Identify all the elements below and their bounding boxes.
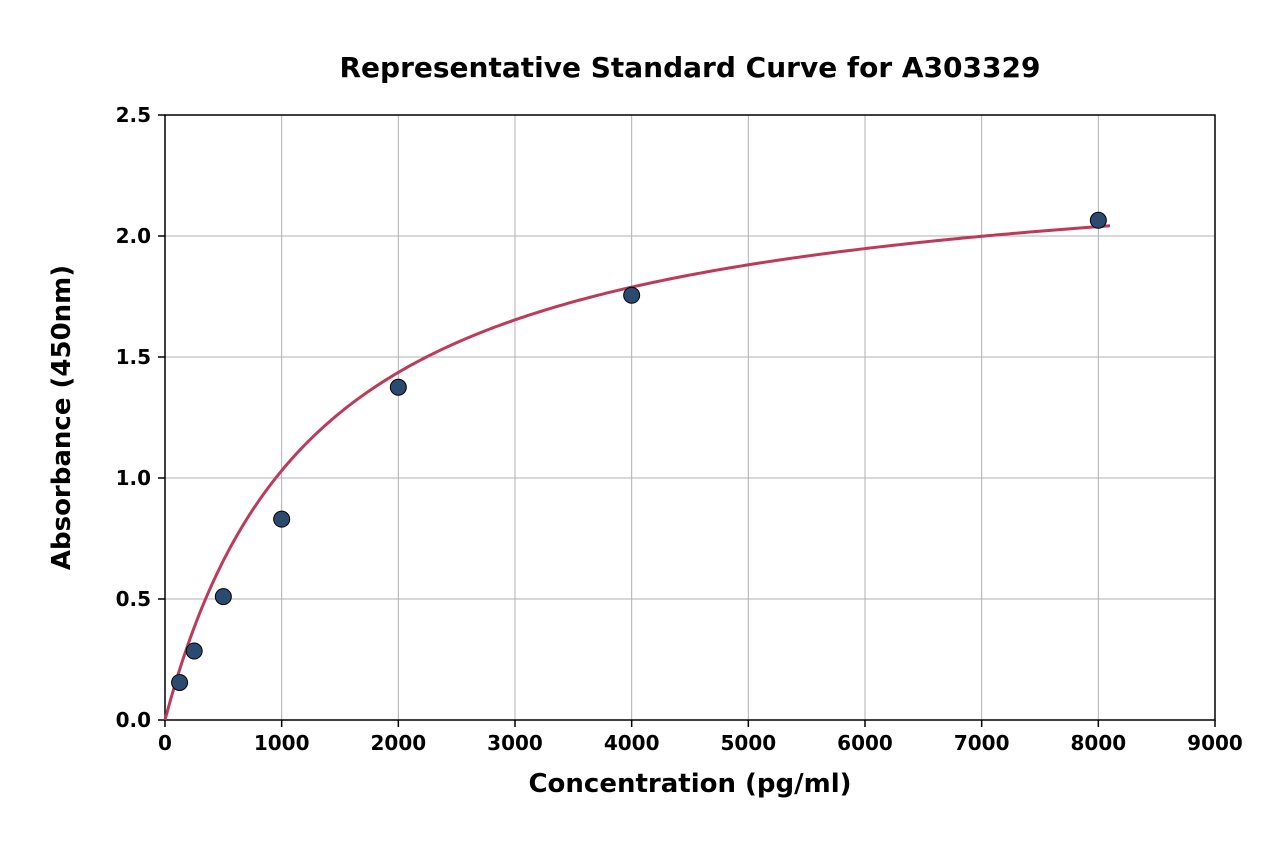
x-tick-label: 6000 — [837, 731, 893, 755]
y-tick-label: 1.0 — [116, 466, 151, 490]
x-axis-label: Concentration (pg/ml) — [528, 769, 851, 799]
x-tick-label: 8000 — [1070, 731, 1126, 755]
x-tick-label: 1000 — [254, 731, 310, 755]
chart-svg: 0 1000 2000 3000 4000 5000 6000 7000 8000 9000 0.0… — [0, 0, 1280, 845]
y-tick-label: 1.5 — [116, 345, 151, 369]
chart-title: Representative Standard Curve for A30332… — [340, 51, 1041, 84]
data-point — [1090, 212, 1106, 228]
x-tick-label: 3000 — [487, 731, 543, 755]
y-axis-label: Absorbance (450nm) — [47, 265, 77, 570]
y-tick-label: 0.0 — [116, 708, 151, 732]
data-point — [186, 643, 202, 659]
data-point — [274, 511, 290, 527]
x-tick-label: 2000 — [370, 731, 426, 755]
x-tick-label: 5000 — [720, 731, 776, 755]
data-point — [172, 674, 188, 690]
y-tick-label: 2.5 — [116, 103, 151, 127]
chart-container: 0 1000 2000 3000 4000 5000 6000 7000 8000 9000 0.0… — [0, 0, 1280, 845]
x-tick-label: 0 — [158, 731, 172, 755]
x-tick-label: 7000 — [954, 731, 1010, 755]
x-tick-label: 9000 — [1187, 731, 1243, 755]
x-tick-label: 4000 — [604, 731, 660, 755]
y-tick-label: 0.5 — [116, 587, 151, 611]
y-tick-label: 2.0 — [116, 224, 151, 248]
data-point — [215, 589, 231, 605]
chart-background — [0, 0, 1280, 845]
data-point — [624, 287, 640, 303]
data-point — [390, 379, 406, 395]
